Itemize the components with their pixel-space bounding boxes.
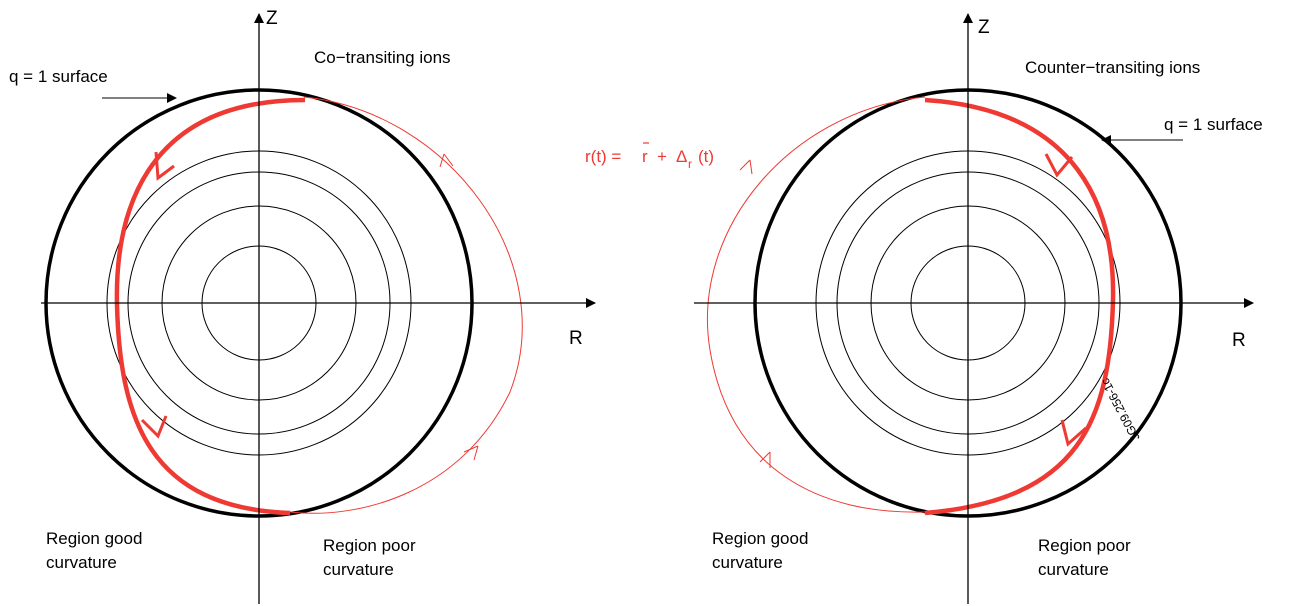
orbit-thin-path (706, 96, 926, 513)
orbit-arrow-upper (154, 151, 175, 181)
equation-arg: (t) (698, 147, 714, 166)
region-good-label-line1: Region good (46, 529, 142, 548)
q1-surface-label: q = 1 surface (1164, 115, 1263, 134)
panel-title: Counter−transiting ions (1025, 58, 1200, 77)
figure-id: JG09.256-1c (1098, 376, 1143, 443)
r-axis-label: R (1232, 330, 1246, 351)
equation-plus: + (657, 147, 667, 166)
orbit-thick-path (114, 97, 306, 516)
left-panel: Z R Co−transiting ions q = 1 surface Reg… (9, 8, 596, 604)
orbit-thin-arrow-upper (439, 153, 454, 168)
orbit-arrow-lower (1060, 419, 1087, 447)
region-poor-label-line2: curvature (1038, 560, 1109, 579)
region-good-label-line2: curvature (712, 553, 783, 572)
region-good-label-line1: Region good (712, 529, 808, 548)
orbit-thick-path (924, 97, 1116, 516)
equation-subscript: r (688, 157, 692, 171)
region-poor-label-line1: Region poor (323, 536, 416, 555)
z-axis-label: Z (266, 8, 278, 29)
region-poor-label-line1: Region poor (1038, 536, 1131, 555)
orbit-thin-arrow-lower (463, 445, 479, 461)
panel-title: Co−transiting ions (314, 48, 451, 67)
orbit-thin-arrow-upper (739, 159, 753, 175)
orbit-arrow-upper (1044, 153, 1074, 178)
q1-surface-label: q = 1 surface (9, 67, 108, 86)
z-axis-label: Z (978, 17, 990, 38)
r-axis-label: R (569, 328, 583, 349)
equation-delta: Δ (676, 147, 687, 166)
orbit-thin-path (289, 96, 523, 514)
region-poor-label-line2: curvature (323, 560, 394, 579)
right-panel: Z R Counter−transiting ions q = 1 surfac… (694, 13, 1263, 604)
orbit-thin-arrow-lower (759, 451, 771, 468)
equation-rbar: r (642, 147, 648, 166)
region-good-label-line2: curvature (46, 553, 117, 572)
equation-lhs: r(t) = (585, 147, 621, 166)
orbit-equation: r(t) = r + Δ r (t) (585, 142, 714, 171)
orbit-arrow-lower (140, 415, 168, 439)
